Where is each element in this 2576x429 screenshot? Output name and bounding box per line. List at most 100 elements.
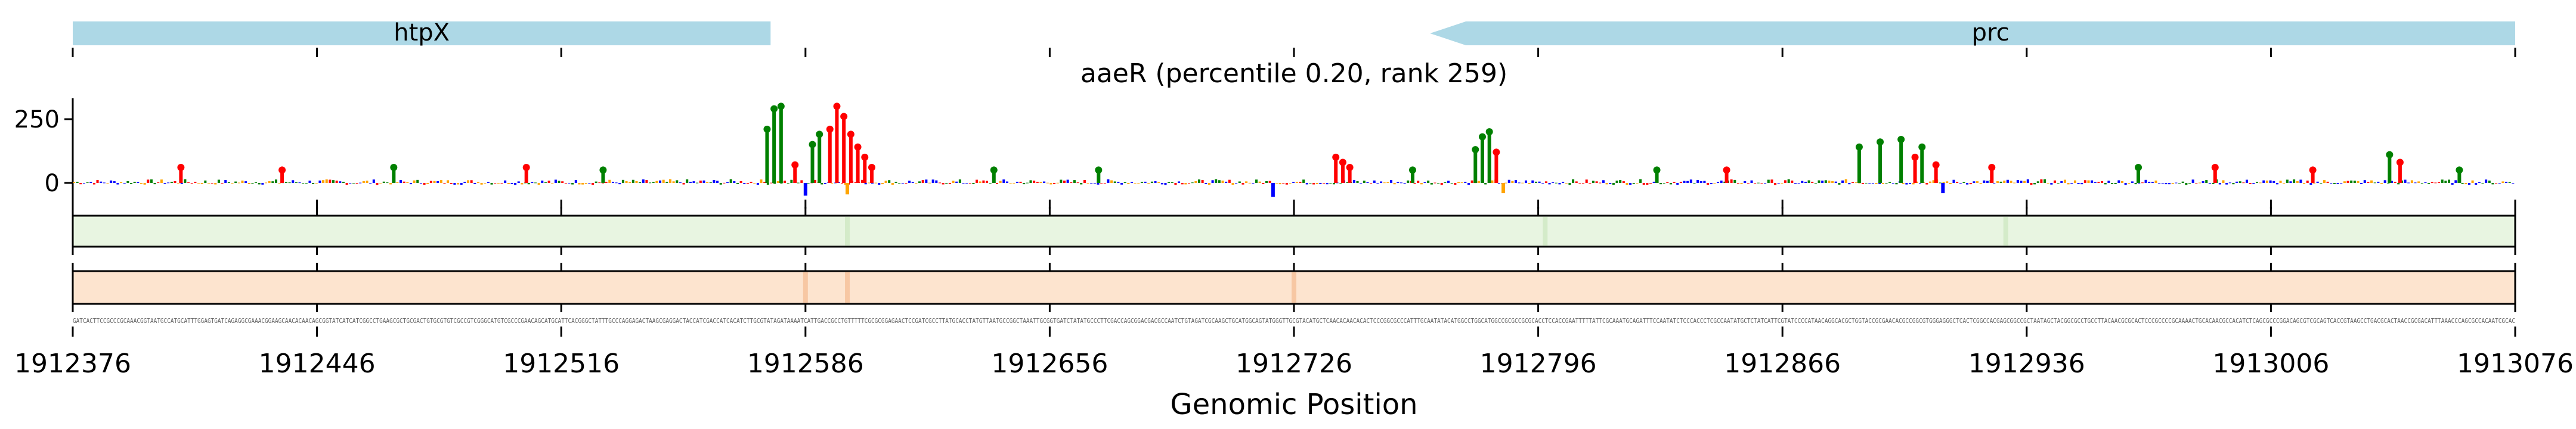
logo-letter-T [938,182,941,184]
logo-letter-C [823,183,826,184]
logo-peak-cap [763,125,771,133]
logo-letter-C [2060,181,2063,183]
logo-letter-A [2353,181,2356,183]
logo-letter-A [1572,179,1575,183]
logo-letter-T [1076,182,1079,184]
logo-letter-A [2448,179,2451,183]
logo-peak-T [1494,150,1498,183]
logo-letter-T [345,183,348,185]
logo-letter-G [2087,180,2090,183]
logo-peak-A [1487,129,1491,183]
logo-letter-C [1366,182,1369,183]
logo-letter-T [1666,182,1669,183]
logo-letter-G [1521,182,1524,184]
logo-letter-C [1602,180,1605,183]
logo-peak-A [1480,134,1484,183]
logo-letter-G [200,183,203,184]
logo-letter-T [976,179,979,183]
logo-letter-A [1723,181,1726,183]
logo-peak-T [1934,162,1938,183]
logo-peak-T [1724,167,1729,183]
logo-letter-A [76,182,79,183]
logo-letter-G [315,183,318,184]
logo-letter-C [1305,183,1308,185]
logo-letter-G [268,181,271,183]
logo-letter-C [514,183,517,185]
logo-letter-A [2373,182,2376,184]
logo-letter-C [878,183,881,185]
logo-letter-A [1346,182,1349,183]
logo-letter-C [615,182,618,184]
logo-letter-T [1285,183,1288,185]
logo-letter-T [2326,181,2329,183]
logo-letter-T [494,182,497,184]
logo-letter-C [1959,183,1962,184]
logo-peak-A [2457,167,2462,183]
logo-letter-T [1440,183,1443,185]
logo-letter-C [517,181,520,183]
logo-letter-A [255,182,258,184]
logo-letter-C [611,182,614,183]
logo-peak-A [1655,167,1659,183]
logo-letter-T [1707,183,1710,185]
x-tick-label: 1912726 [1236,349,1352,379]
logo-letter-C [554,179,557,183]
logo-letter-T [1730,179,1733,183]
logo-peak-T [1990,165,1994,183]
logo-letter-C [2363,180,2366,183]
logo-letter-G [2464,183,2467,185]
logo-letter-C [2336,183,2339,184]
logo-letter-A [1023,183,1026,185]
logo-letter-C [1538,181,1541,183]
logo-letter-T [2434,182,2437,184]
logo-letter-T [2438,182,2441,183]
logo-letter-A [821,183,823,185]
logo-peak-cap [2211,164,2219,172]
logo-peak-cap [1408,166,1416,174]
logo-letter-C [103,182,106,184]
logo-letter-G [2010,181,2012,183]
logo-letter-A [544,182,547,184]
logo-letter-T [402,181,405,183]
logo-letter-C [400,180,402,183]
logo-letter-C [180,183,183,184]
logo-letter-A [2033,183,2036,185]
logo-letter-C [1777,183,1780,184]
logo-letter-G [537,183,540,185]
logo-letter-A [288,182,291,184]
logo-letter-A [150,179,153,183]
logo-letter-A [1865,182,1868,184]
logo-letter-C [1696,179,1699,183]
logo-letter-A [1885,183,1888,184]
logo-peak-A [992,167,996,183]
logo-letter-T [800,180,803,183]
logo-letter-G [362,181,365,183]
logo-letter-T [1433,182,1436,184]
logo-letter-C [1750,180,1753,183]
logo-letter-A [86,182,89,184]
logo-peak-cap [278,166,286,174]
logo-letter-A [945,183,948,184]
logo-letter-C [2360,183,2363,185]
logo-peak-cap [840,113,848,120]
logo-letter-A [1197,179,1200,183]
logo-letter-C [1130,182,1133,183]
logo-letter-C [1710,183,1713,185]
logo-letter-T [2083,180,2086,183]
logo-letter-T [2053,180,2056,183]
logo-letter-G [1831,181,1834,183]
logo-letter-A [1060,179,1063,183]
logo-letter-A [1332,183,1335,185]
logo-letter-T [470,180,473,183]
logo-letter-C [1093,183,1096,184]
logo-letter-T [763,182,766,183]
logo-letter-C [372,179,375,183]
logo-letter-G [1245,181,1248,183]
logo-letter-C [460,183,463,185]
logo-letter-G [2128,183,2131,184]
logo-letter-A [2420,183,2423,184]
logo-letter-C [1380,181,1383,183]
logo-letter-A [2481,183,2484,184]
logo-letter-C [1797,183,1800,184]
logo-letter-C [2151,182,2154,183]
